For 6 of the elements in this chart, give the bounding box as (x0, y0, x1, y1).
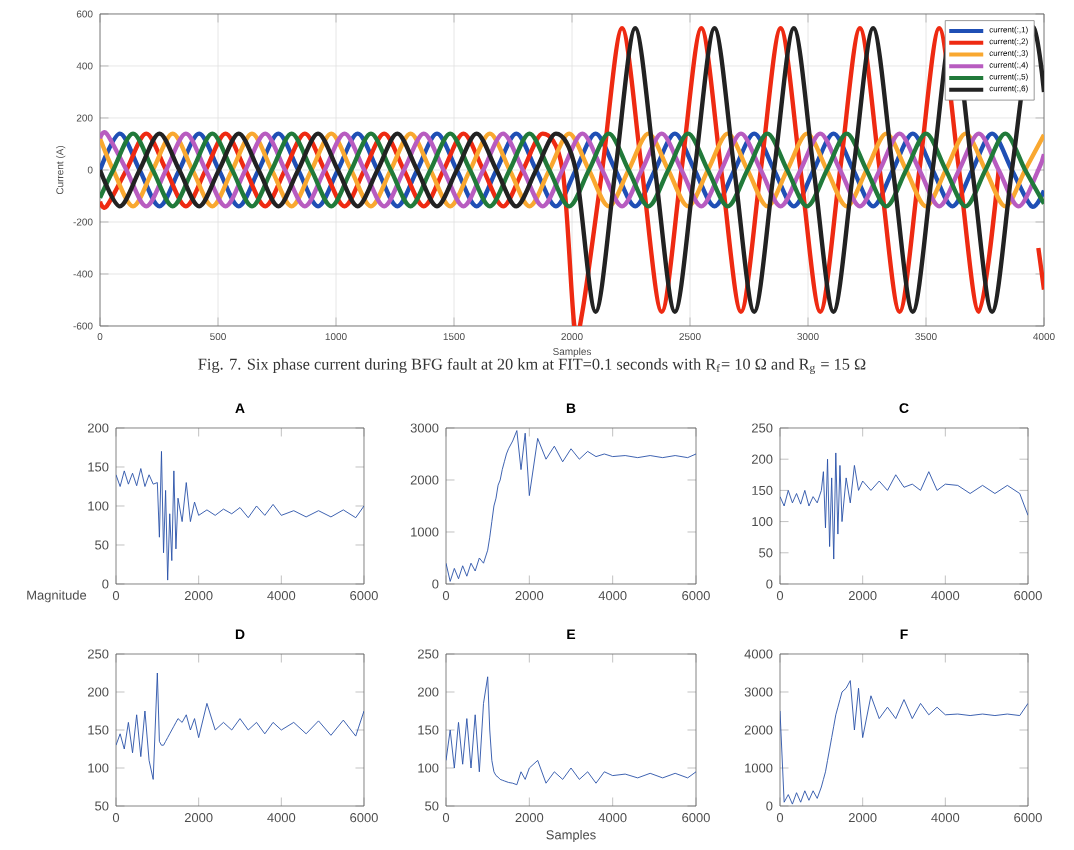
line-series (446, 430, 696, 582)
line-series (100, 131, 1045, 209)
line-series (116, 450, 364, 581)
line-series (780, 452, 1028, 560)
caption: Fig. 7. Six phase current during BFG fault at 20 km at FIT=0.1 seconds with R$_{f}$= 10 Ω and R$_{g}$ = 15 Ω (198, 358, 866, 374)
line-series (780, 680, 1028, 805)
